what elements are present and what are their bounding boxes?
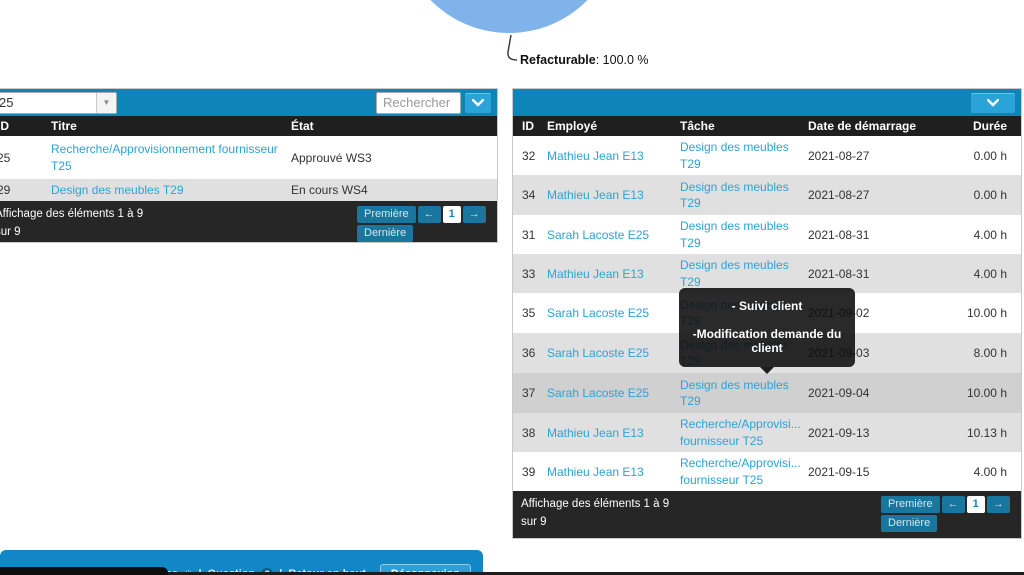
table-row: 31 Sarah Lacoste E25 Design des meubles T… bbox=[513, 215, 1021, 254]
pagination-prev-icon[interactable]: ← bbox=[417, 206, 441, 223]
employee-link[interactable]: Mathieu Jean E13 bbox=[547, 425, 644, 440]
col-header-tache: Tâche bbox=[680, 118, 715, 133]
col-header-titre: Titre bbox=[51, 119, 77, 133]
cell-etat: Approuvé WS3 bbox=[291, 150, 372, 165]
left-table-header: ID Titre État bbox=[0, 116, 497, 136]
employee-link[interactable]: Sarah Lacoste E25 bbox=[547, 386, 650, 400]
chevron-down-icon bbox=[987, 98, 999, 107]
pie-label: Refacturable: 100.0 % bbox=[520, 53, 649, 67]
col-header-date: Date de démarrage bbox=[808, 119, 917, 133]
task-link[interactable]: Recherche/Approvisi... fournisseur T25 bbox=[680, 456, 801, 487]
chevron-down-icon bbox=[472, 98, 484, 107]
left-table-footer: Affichage des éléments 1 à 9 sur 9 Premi… bbox=[0, 201, 497, 242]
employee-link[interactable]: Mathieu Jean E13 bbox=[547, 188, 644, 202]
table-row: 34 Mathieu Jean E13 Design des meubles T2… bbox=[513, 175, 1021, 215]
cell-etat: En cours WS4 bbox=[291, 183, 368, 197]
pagination: Première ← 1 → Dernière bbox=[357, 206, 489, 242]
pagination-next-icon[interactable]: → bbox=[986, 496, 1010, 513]
col-header-id: ID bbox=[522, 119, 534, 133]
pagination-page-button[interactable]: 1 bbox=[442, 206, 461, 223]
task-link-hovered[interactable]: Design des meubles T29 bbox=[680, 377, 789, 408]
pagination-page-button[interactable]: 1 bbox=[966, 496, 985, 513]
tooltip-line-2: -Modification demande du client bbox=[692, 327, 842, 355]
question-link[interactable]: Question bbox=[208, 568, 256, 575]
right-table-toolbar bbox=[513, 89, 1021, 116]
cell-id: 25 bbox=[0, 150, 11, 165]
left-table-toolbar: 25 ▼ bbox=[0, 89, 497, 116]
bottom-bar-divider: | bbox=[279, 568, 282, 575]
table-row-hovered: 37 Sarah Lacoste E25 Design des meubles T… bbox=[513, 373, 1021, 413]
col-header-id: ID bbox=[0, 119, 9, 133]
employee-link[interactable]: Mathieu Jean E13 bbox=[547, 266, 644, 281]
report-problem-icon: ✳ bbox=[184, 569, 192, 575]
table-options-button[interactable] bbox=[970, 91, 1016, 114]
pagination-info: Affichage des éléments 1 à 9 sur 9 bbox=[521, 498, 670, 528]
right-table-header: ID Employé Tâche Date de démarrage Durée bbox=[513, 116, 1021, 136]
pagination-first-button[interactable]: Première bbox=[357, 206, 416, 223]
screen-bottom-edge bbox=[0, 572, 1024, 575]
pagination: Première ← 1 → Dernière bbox=[881, 496, 1013, 532]
table-row: 25 Recherche/Approvisionnement fournisse… bbox=[0, 136, 497, 179]
pie-leader-line bbox=[507, 34, 518, 61]
table-row: 29 Design des meubles T29 En cours WS4 bbox=[0, 179, 497, 201]
status-tooltip-fragment bbox=[0, 567, 168, 575]
employee-link[interactable]: Mathieu Jean E13 bbox=[547, 464, 644, 479]
page-size-select[interactable]: 25 ▼ bbox=[0, 91, 117, 114]
pagination-last-button[interactable]: Dernière bbox=[357, 225, 414, 242]
tooltip-line-1: - Suivi client bbox=[731, 299, 803, 313]
page-size-value: 25 bbox=[0, 95, 14, 110]
pagination-first-button[interactable]: Première bbox=[881, 496, 940, 513]
pie-slice-refacturable bbox=[399, 0, 619, 33]
task-link[interactable]: Recherche/Approvisionnement fournisseur T… bbox=[51, 142, 278, 173]
bottom-bar-divider: | bbox=[198, 568, 201, 575]
col-header-etat: État bbox=[291, 119, 314, 133]
right-table-footer: Affichage des éléments 1 à 9 sur 9 Premi… bbox=[513, 491, 1021, 538]
employee-link[interactable]: Sarah Lacoste E25 bbox=[547, 227, 650, 242]
table-row: 39 Mathieu Jean E13 Recherche/Approvisi.… bbox=[513, 452, 1021, 491]
table-row: 32 Mathieu Jean E13 Design des meubles T2… bbox=[513, 136, 1021, 175]
col-header-employe: Employé bbox=[547, 119, 598, 133]
pagination-last-button[interactable]: Dernière bbox=[881, 515, 938, 532]
employee-link[interactable]: Sarah Lacoste E25 bbox=[547, 306, 650, 320]
task-link[interactable]: Design des meubles T29 bbox=[51, 183, 184, 197]
pie-label-key: Refacturable bbox=[520, 53, 596, 67]
cell-id: 29 bbox=[0, 183, 11, 197]
search-input[interactable] bbox=[376, 91, 461, 114]
table-row: 33 Mathieu Jean E13 Design des meubles T2… bbox=[513, 254, 1021, 293]
time-entries-table-panel: ID Employé Tâche Date de démarrage Durée… bbox=[512, 88, 1022, 539]
back-to-top-link[interactable]: Retour en haut bbox=[288, 568, 366, 575]
logout-button[interactable]: Déconnexion bbox=[379, 564, 471, 575]
pie-label-value: : 100.0 % bbox=[595, 53, 649, 67]
select-arrow-icon: ▼ bbox=[96, 92, 116, 113]
tooltip-caret bbox=[760, 367, 774, 374]
employee-link[interactable]: Sarah Lacoste E25 bbox=[547, 346, 650, 360]
col-header-duree: Durée bbox=[972, 119, 1007, 133]
tasks-table-panel: 25 ▼ ID Titre État 25 Recherche/Approvis… bbox=[0, 88, 498, 243]
pagination-info: Affichage des éléments 1 à 9 sur 9 bbox=[0, 208, 144, 238]
table-row: 38 Mathieu Jean E13 Recherche/Approvisi.… bbox=[513, 413, 1021, 452]
task-link[interactable]: Recherche/Approvisi... fournisseur T25 bbox=[680, 417, 801, 448]
table-options-button[interactable] bbox=[464, 91, 492, 114]
pagination-next-icon[interactable]: → bbox=[462, 206, 486, 223]
employee-link[interactable]: Mathieu Jean E13 bbox=[547, 148, 644, 163]
task-tooltip: - Suivi client -Modification demande du … bbox=[679, 288, 855, 374]
pagination-prev-icon[interactable]: ← bbox=[941, 496, 965, 513]
